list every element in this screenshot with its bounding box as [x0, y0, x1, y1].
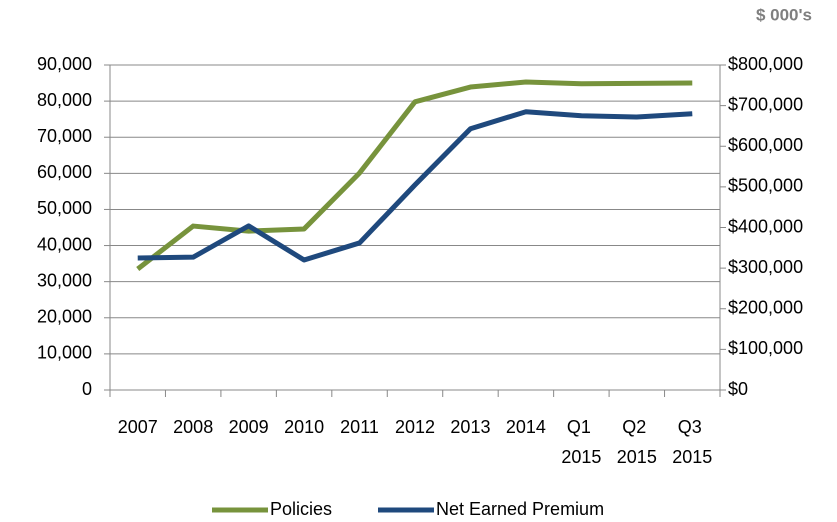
x-tick-label: Q3 2015	[672, 417, 712, 467]
y-tick-label: 80,000	[37, 90, 92, 110]
legend-label: Policies	[270, 499, 332, 519]
x-tick-label: 2013	[450, 417, 490, 437]
y-tick-label: 50,000	[37, 198, 92, 218]
y2-tick-label: $400,000	[728, 216, 803, 236]
x-tick-label: 2008	[173, 417, 213, 437]
y2-tick-label: $500,000	[728, 176, 803, 196]
series-line	[136, 79, 693, 272]
y-tick-label: 30,000	[37, 270, 92, 290]
x-tick-label: Q2 2015	[617, 417, 657, 467]
y2-tick-label: $800,000	[728, 54, 803, 74]
x-tick-label: 2009	[229, 417, 269, 437]
y2-tick-label: $600,000	[728, 135, 803, 155]
y-tick-label: 10,000	[37, 343, 92, 363]
y2-tick-label: $100,000	[728, 338, 803, 358]
x-tick-label: 2012	[395, 417, 435, 437]
x-tick-label: 2010	[284, 417, 324, 437]
annotation: $ 000's	[756, 5, 812, 24]
y-tick-label: 90,000	[37, 54, 92, 74]
y-tick-label: 40,000	[37, 234, 92, 254]
y-tick-label: 20,000	[37, 307, 92, 327]
x-tick-label: 2007	[118, 417, 158, 437]
y2-tick-label: $300,000	[728, 257, 803, 277]
legend-label: Net Earned Premium	[436, 499, 604, 519]
x-tick-label: 2011	[340, 417, 379, 437]
series-line	[137, 109, 693, 263]
y2-tick-label: $0	[728, 379, 748, 399]
y-tick-label: 0	[82, 379, 92, 399]
y-tick-label: 60,000	[37, 162, 92, 182]
x-tick-label: 2014	[506, 417, 546, 437]
x-tick-label: Q1 2015	[561, 417, 601, 467]
y2-tick-label: $700,000	[728, 94, 803, 114]
y-tick-label: 70,000	[37, 126, 92, 146]
y2-tick-label: $200,000	[728, 298, 803, 318]
